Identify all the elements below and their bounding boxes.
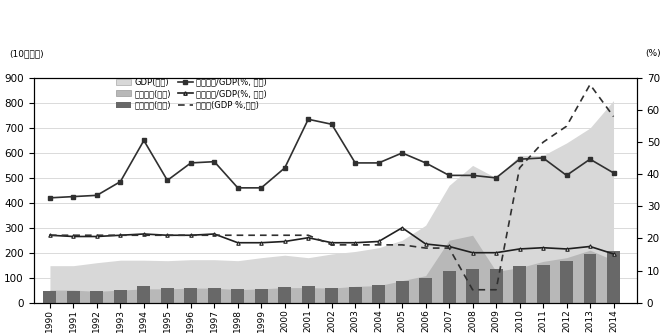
- Bar: [208, 288, 220, 303]
- Bar: [584, 254, 596, 303]
- Bar: [560, 261, 573, 303]
- Bar: [443, 271, 456, 303]
- Bar: [185, 288, 197, 303]
- Legend: GDP(좌축), 단기외치(좌축), 대외부체(좌축), 대외부체/GDP(%, 우축), 단기외체/GDP(%, 우축), 저축률(GDP %,우축): GDP(좌축), 단기외치(좌축), 대외부체(좌축), 대외부체/GDP(%,…: [116, 78, 267, 110]
- Bar: [44, 291, 56, 303]
- Bar: [302, 286, 315, 303]
- Bar: [607, 251, 620, 303]
- Bar: [396, 281, 408, 303]
- Text: (10억달러): (10억달러): [9, 49, 44, 58]
- Bar: [278, 287, 291, 303]
- Bar: [537, 265, 550, 303]
- Bar: [161, 288, 174, 303]
- Bar: [489, 269, 503, 303]
- Bar: [255, 289, 268, 303]
- Bar: [513, 266, 526, 303]
- Bar: [466, 269, 479, 303]
- Text: (%): (%): [645, 49, 661, 58]
- Bar: [67, 291, 80, 303]
- Bar: [419, 278, 432, 303]
- Bar: [137, 286, 150, 303]
- Bar: [90, 291, 104, 303]
- Bar: [349, 287, 362, 303]
- Bar: [373, 285, 385, 303]
- Bar: [231, 289, 244, 303]
- Bar: [325, 288, 338, 303]
- Bar: [114, 290, 127, 303]
